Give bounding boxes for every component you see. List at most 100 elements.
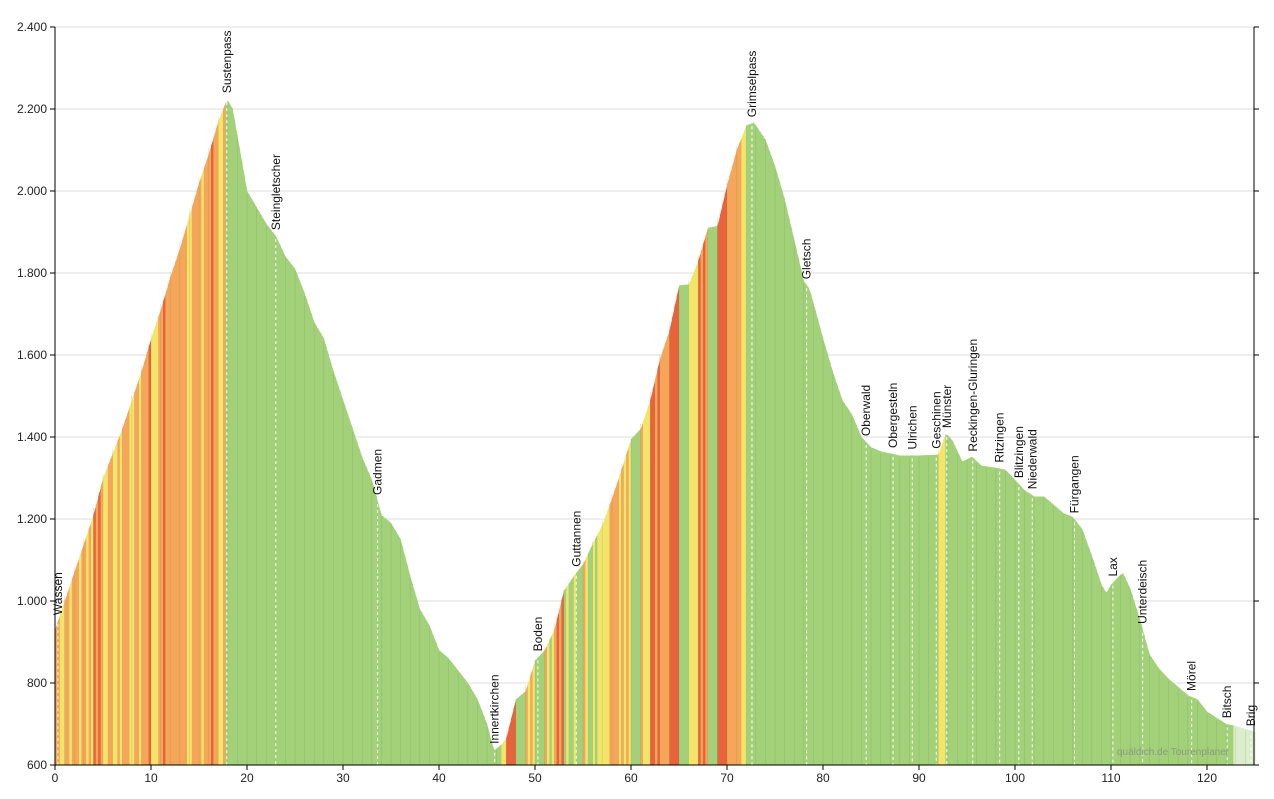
profile-slice [307,300,310,765]
profile-slice [515,697,519,765]
profile-slice [875,449,879,765]
place-label: Reckingen-Gluringen [966,339,980,452]
profile-slice [316,326,320,765]
profile-slice [578,567,581,765]
profile-slice [131,392,135,765]
profile-slice [103,471,106,765]
profile-slice [967,457,970,765]
profile-slice [628,439,632,765]
place-label: Geschinen [929,391,943,448]
profile-slice [635,431,639,765]
profile-slice [859,431,862,765]
profile-slice [83,536,87,765]
place-label: Niederwald [1025,429,1039,489]
profile-slice [585,553,589,765]
profile-slice [619,469,622,765]
profile-slice [890,453,893,765]
profile-slice [482,711,485,765]
profile-slice [340,392,344,765]
profile-slice [381,514,385,765]
profile-slice [1171,680,1174,765]
profile-slice [362,457,365,765]
profile-slice [295,268,298,765]
profile-slice [902,455,905,765]
profile-slice [290,262,293,765]
profile-slice [724,184,728,766]
profile-slice [825,346,829,765]
profile-slice [422,613,425,765]
profile-slice [981,465,985,765]
place-label: Oberwald [859,385,873,436]
profile-slice [1005,469,1009,765]
profile-slice [1250,730,1253,765]
profile-slice [335,378,339,765]
profile-slice [347,414,351,765]
profile-slice [1012,477,1016,765]
profile-slice [969,456,973,765]
profile-slice [287,259,291,765]
profile-slice [215,121,219,766]
profile-slice [916,455,920,765]
profile-slice [379,506,382,765]
profile-slice [309,307,313,765]
profile-slice [1087,542,1090,765]
profile-slice [1089,549,1093,765]
profile-slice [175,255,178,765]
profile-slice [883,451,886,765]
profile-slice [441,652,445,765]
profile-slice [345,407,349,765]
profile-slice [436,644,440,765]
profile-slice [496,746,500,765]
profile-slice [239,150,243,765]
profile-slice [988,466,992,765]
profile-slice [62,601,65,765]
profile-slice [1183,691,1186,765]
profile-slice [652,379,656,765]
profile-slice [261,215,265,766]
profile-slice [645,407,649,765]
profile-slice [110,453,113,765]
place-label: Blitzingen [1012,426,1026,478]
profile-slice [959,456,963,765]
profile-slice [719,205,723,766]
profile-slice [242,163,245,765]
profile-slice [1127,583,1131,765]
profile-slice [839,392,843,765]
profile-slice [703,236,706,766]
profile-slice [866,442,869,765]
profile-slice [595,534,598,765]
profile-slice [940,441,944,765]
profile-slice [878,450,881,765]
profile-slice [784,199,788,765]
profile-slice [787,209,790,765]
profile-slice [676,285,680,765]
profile-slice [1019,485,1023,765]
profile-slice [1099,577,1102,765]
profile-slice [715,225,718,766]
profile-slice [873,448,877,765]
profile-slice [424,617,428,765]
profile-slice [280,246,284,766]
profile-slice [139,371,142,765]
profile-slice [607,505,610,765]
profile-slice [964,459,968,765]
x-tick-label: 10 [144,771,158,785]
profile-slice [938,447,941,765]
profile-slice [544,645,548,765]
y-tick-label: 1.800 [17,266,47,280]
place-label: Ritzingen [993,413,1007,463]
profile-slice [513,699,517,765]
profile-slice [943,434,946,765]
profile-slice [467,683,471,765]
profile-slice [868,444,872,765]
profile-slice [1240,727,1244,765]
place-label: Obergesteln [886,383,900,448]
profile-slice [1103,588,1107,765]
profile-slice [511,709,514,765]
profile-slice [1123,573,1126,765]
profile-slice [172,262,176,765]
profile-slice [777,174,781,766]
y-tick-label: 1.000 [17,594,47,608]
profile-slice [398,535,401,765]
profile-slice [1139,619,1143,765]
